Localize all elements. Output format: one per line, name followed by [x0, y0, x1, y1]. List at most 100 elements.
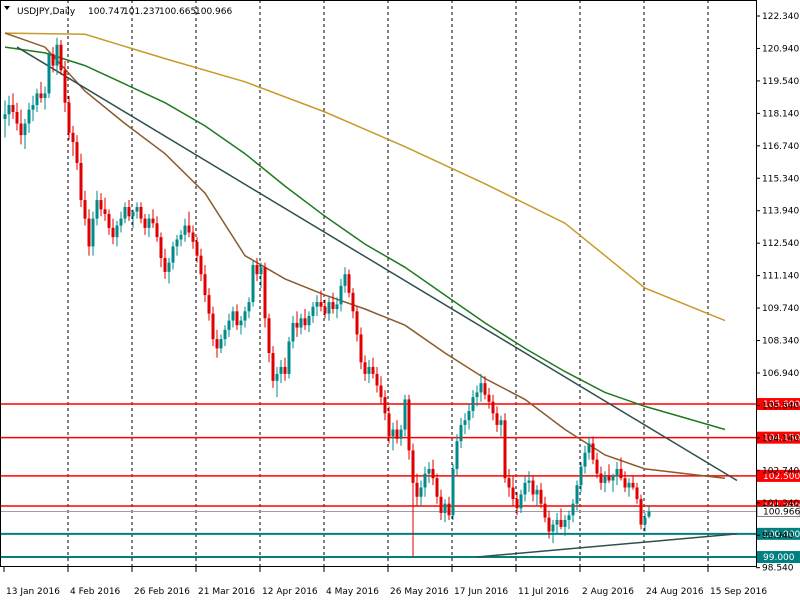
candle-body [95, 200, 99, 219]
y-tick-label: 101.340 [762, 499, 799, 509]
candle-body [575, 485, 579, 504]
candle-body [151, 218, 155, 224]
candle-body [391, 429, 395, 437]
candle-body [623, 478, 627, 488]
y-tick-label: 108.340 [762, 337, 799, 347]
time-axis[interactable]: 13 Jan 2016 4 Feb 2016 26 Feb 2016 21 Mar 2… [3, 567, 767, 597]
candle-body [75, 142, 79, 163]
candle-body [363, 362, 367, 374]
candlesticks [3, 37, 651, 558]
candle-body [79, 162, 83, 201]
candle-body [43, 93, 47, 99]
candle-body [355, 311, 359, 335]
candle-body [11, 105, 15, 112]
x-tick-label: 15 Sep 2016 [710, 587, 767, 597]
candle-body [63, 70, 67, 103]
candle-body [263, 267, 267, 319]
open-value: 100.747 [88, 7, 125, 17]
candle-body [231, 311, 235, 321]
x-tick-label: 24 Aug 2016 [646, 587, 704, 597]
candle-body [211, 313, 215, 340]
candle-body [479, 383, 483, 393]
y-tick-label: 104.140 [762, 434, 799, 444]
candle-body [159, 237, 163, 259]
y-tick-label: 112.540 [762, 239, 799, 249]
x-tick-label: 4 May 2016 [326, 587, 379, 597]
candle-body [491, 401, 495, 414]
candle-body [547, 517, 551, 532]
candle-body [251, 264, 255, 303]
x-tick-label: 17 Jun 2016 [454, 587, 508, 597]
candle-body [343, 274, 347, 286]
level-tag-label: 100.000 [763, 530, 800, 540]
candle-body [239, 320, 243, 326]
candle-body [111, 227, 115, 238]
symbol-label: USDJPY,Daily [17, 7, 76, 17]
candle-body [539, 489, 543, 504]
level-tag [757, 398, 800, 411]
candle-body [31, 105, 35, 110]
candle-body [307, 315, 311, 326]
level-tag [757, 431, 800, 444]
candle-body [199, 255, 203, 275]
y-tick-label: 111.140 [762, 272, 799, 282]
candle-body [631, 482, 635, 488]
candle-body [531, 480, 535, 495]
candle-body [167, 262, 171, 272]
trendlines [16, 46, 738, 558]
candle-body [331, 302, 335, 309]
candle-body [35, 93, 39, 106]
candle-body [407, 399, 411, 451]
candle-body [207, 295, 211, 314]
candle-body [87, 218, 91, 247]
candle-body [511, 487, 515, 500]
candle-body [351, 292, 355, 312]
candle-body [587, 443, 591, 453]
candle-body [283, 366, 287, 374]
level-tag-label: 105.600 [763, 400, 800, 410]
candle-body [279, 366, 283, 374]
candle-body [131, 211, 135, 217]
candle-body [383, 397, 387, 414]
candle-body [459, 424, 463, 442]
candle-body [635, 487, 639, 500]
candle-body [615, 468, 619, 476]
candle-body [27, 109, 31, 124]
candle-body [359, 334, 363, 363]
candle-body [7, 105, 11, 115]
candle-body [527, 480, 531, 483]
candle-body [403, 399, 407, 430]
candle-body [303, 318, 307, 326]
candle-body [67, 102, 71, 133]
candle-body [571, 503, 575, 516]
candle-body [271, 353, 275, 381]
candle-body [219, 339, 223, 349]
y-tick-label: 105.540 [762, 401, 799, 411]
candle-body [419, 487, 423, 497]
plot-border [0, 0, 757, 567]
candle-body [55, 44, 59, 66]
level-tag-label: 99.000 [763, 553, 795, 563]
candle-body [627, 482, 631, 488]
candle-body [3, 114, 7, 119]
candle-body [19, 123, 23, 136]
candle-body [299, 318, 303, 328]
candle-body [91, 218, 95, 247]
candle-body [203, 274, 207, 296]
candle-body [439, 496, 443, 513]
candle-body [127, 207, 131, 217]
candle-body [515, 499, 519, 509]
candle-body [395, 429, 399, 439]
candle-body [315, 302, 319, 307]
candle-body [123, 207, 127, 219]
candle-body [559, 519, 563, 527]
candle-body [347, 274, 351, 293]
candle-body [143, 218, 147, 228]
triangle-down-icon[interactable] [4, 6, 10, 10]
candle-body [411, 450, 415, 483]
candle-body [99, 200, 103, 210]
level-tag-label: 102.500 [763, 472, 800, 482]
candle-body [255, 264, 259, 275]
candle-body [591, 443, 595, 460]
